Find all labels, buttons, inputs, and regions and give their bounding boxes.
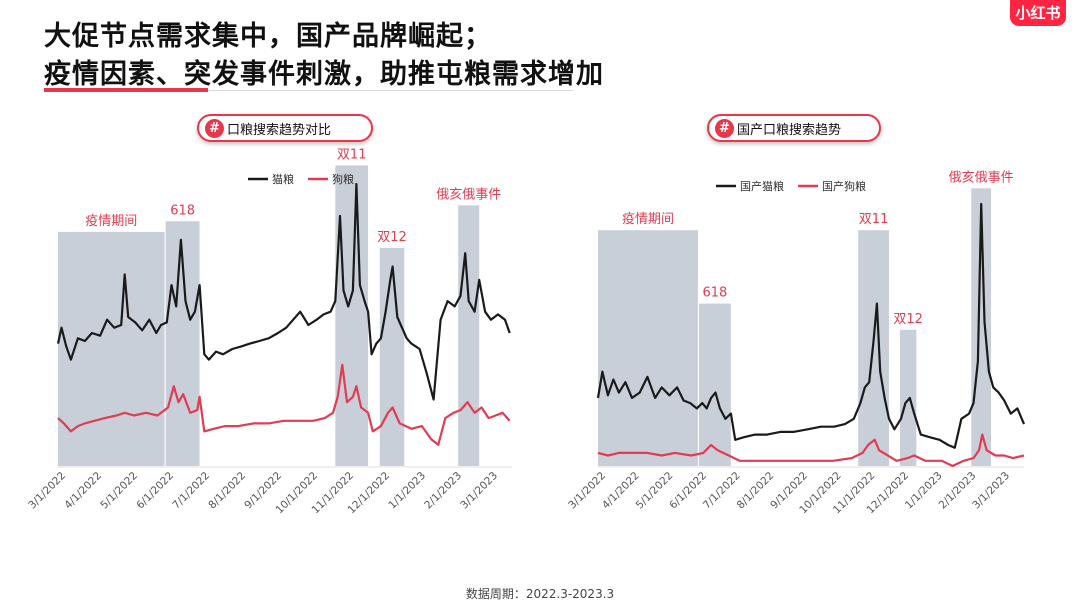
chart2-series-0-line	[596, 202, 1026, 449]
chart1-x-tick-12: 3/1/2023	[458, 470, 500, 512]
chart2-title-pill: # 国产口粮搜索趋势	[707, 114, 881, 142]
hashtag-icon: #	[205, 118, 224, 138]
chart1-x-tick-2: 5/1/2022	[98, 470, 140, 512]
chart1-band-label-2: 双11	[337, 147, 367, 162]
chart2-x-tick-12: 3/1/2023	[970, 470, 1012, 512]
chart1-x-tick-11: 2/1/2023	[422, 470, 464, 512]
chart1-x-tick-5: 8/1/2022	[206, 470, 248, 512]
hashtag-icon: #	[715, 118, 734, 138]
chart2-title: 国产口粮搜索趋势	[737, 122, 842, 138]
chart1-series-0-line	[56, 182, 511, 401]
chart2-band-3	[899, 329, 917, 466]
chart2-series-1-line	[597, 433, 1025, 468]
chart1-x-tick-1: 4/1/2022	[62, 470, 104, 512]
chart1-band-3	[379, 247, 405, 466]
chart2-band-label-0: 疫情期间	[622, 211, 674, 227]
chart1-band-label-0: 疫情期间	[85, 213, 137, 229]
chart2-legend-label-0: 国产猫粮	[740, 179, 784, 193]
chart1-legend-label-0: 猫粮	[272, 172, 294, 186]
data-period-footer: 数据周期：2022.3-2023.3	[465, 587, 615, 601]
chart1-title-pill: # 口粮搜索趋势对比	[197, 114, 373, 142]
chart2-band-label-4: 俄亥俄事件	[949, 170, 1014, 185]
chart2-band-0	[598, 230, 698, 466]
chart2-band-label-3: 双12	[893, 312, 923, 327]
chart1-band-label-1: 618	[170, 203, 195, 218]
page-title-line-2: 疫情因素、突发事件刺激，助推屯粮需求增加	[44, 59, 604, 90]
chart1-series-1-line	[57, 363, 511, 446]
page-title-line-1: 大促节点需求集中，国产品牌崛起；	[44, 21, 492, 52]
title-divider	[208, 90, 573, 91]
chart2-band-label-1: 618	[703, 286, 728, 301]
brand-logo: 小红书	[1010, 0, 1066, 26]
chart1-x-tick-4: 7/1/2022	[170, 470, 212, 512]
chart1-legend-label-1: 狗粮	[332, 172, 354, 186]
chart1-x-tick-3: 6/1/2022	[134, 470, 176, 512]
chart1-band-4	[458, 205, 480, 466]
chart1-band-2	[335, 165, 369, 467]
chart2-band-1	[699, 303, 731, 466]
chart1-band-label-4: 俄亥俄事件	[436, 187, 501, 202]
title-accent-underline	[44, 88, 208, 92]
chart1-x-tick-10: 1/1/2023	[386, 470, 428, 512]
chart2-band-4	[971, 188, 992, 466]
chart1-x-tick-0: 3/1/2022	[26, 470, 68, 512]
chart2-legend-label-1: 国产狗粮	[822, 179, 866, 193]
chart2-band-label-2: 双11	[859, 212, 889, 227]
chart1-band-label-3: 双12	[377, 230, 407, 245]
chart1-title: 口粮搜索趋势对比	[227, 122, 332, 138]
